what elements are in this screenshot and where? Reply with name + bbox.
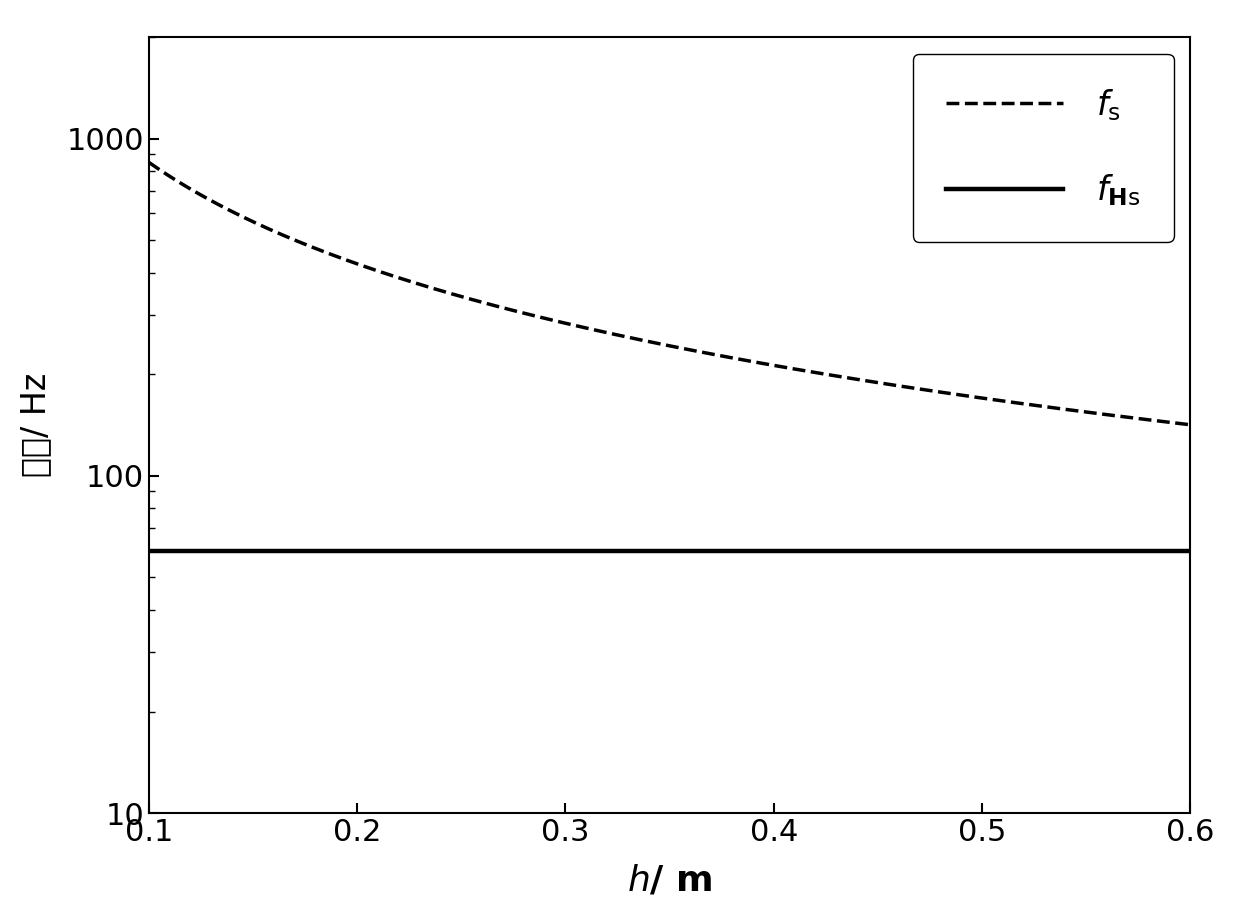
$f_{\mathrm{s}}$ bbox=[857, 375, 872, 386]
$f_{\mathbf{H}\mathrm{s}}$ bbox=[954, 545, 968, 556]
Y-axis label: 频率/ Hz: 频率/ Hz bbox=[20, 373, 52, 477]
X-axis label: $\mathit{h}$/ m: $\mathit{h}$/ m bbox=[627, 864, 712, 897]
$f_{\mathbf{H}\mathrm{s}}$ bbox=[141, 545, 156, 556]
$f_{\mathrm{s}}$ bbox=[248, 217, 263, 228]
$f_{\mathrm{s}}$ bbox=[600, 327, 615, 338]
$f_{\mathrm{s}}$ bbox=[141, 157, 156, 168]
$f_{\mathbf{H}\mathrm{s}}$ bbox=[248, 545, 263, 556]
$f_{\mathrm{s}}$ bbox=[954, 390, 968, 401]
$f_{\mathbf{H}\mathrm{s}}$ bbox=[1183, 545, 1198, 556]
$f_{\mathbf{H}\mathrm{s}}$ bbox=[563, 545, 578, 556]
Legend: $f_{\mathrm{s}}$, $f_{\mathbf{H}\mathrm{s}}$: $f_{\mathrm{s}}$, $f_{\mathbf{H}\mathrm{… bbox=[913, 54, 1174, 242]
$f_{\mathbf{H}\mathrm{s}}$ bbox=[857, 545, 872, 556]
$f_{\mathbf{H}\mathrm{s}}$ bbox=[600, 545, 615, 556]
$f_{\mathrm{s}}$ bbox=[972, 392, 987, 403]
$f_{\mathrm{s}}$ bbox=[1183, 419, 1198, 431]
$f_{\mathbf{H}\mathrm{s}}$ bbox=[972, 545, 987, 556]
$f_{\mathrm{s}}$ bbox=[563, 319, 578, 330]
Line: $f_{\mathrm{s}}$: $f_{\mathrm{s}}$ bbox=[149, 163, 1190, 425]
